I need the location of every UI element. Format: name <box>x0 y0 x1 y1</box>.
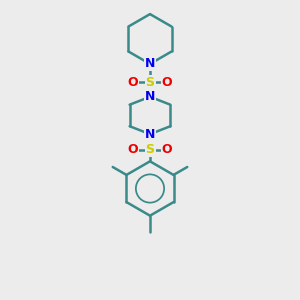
Text: O: O <box>128 76 138 88</box>
Text: N: N <box>145 57 155 70</box>
Text: O: O <box>162 76 172 88</box>
Text: O: O <box>162 143 172 157</box>
Text: S: S <box>146 76 154 88</box>
Text: S: S <box>146 143 154 157</box>
Text: N: N <box>145 90 155 103</box>
Text: O: O <box>128 143 138 157</box>
Text: N: N <box>145 128 155 141</box>
